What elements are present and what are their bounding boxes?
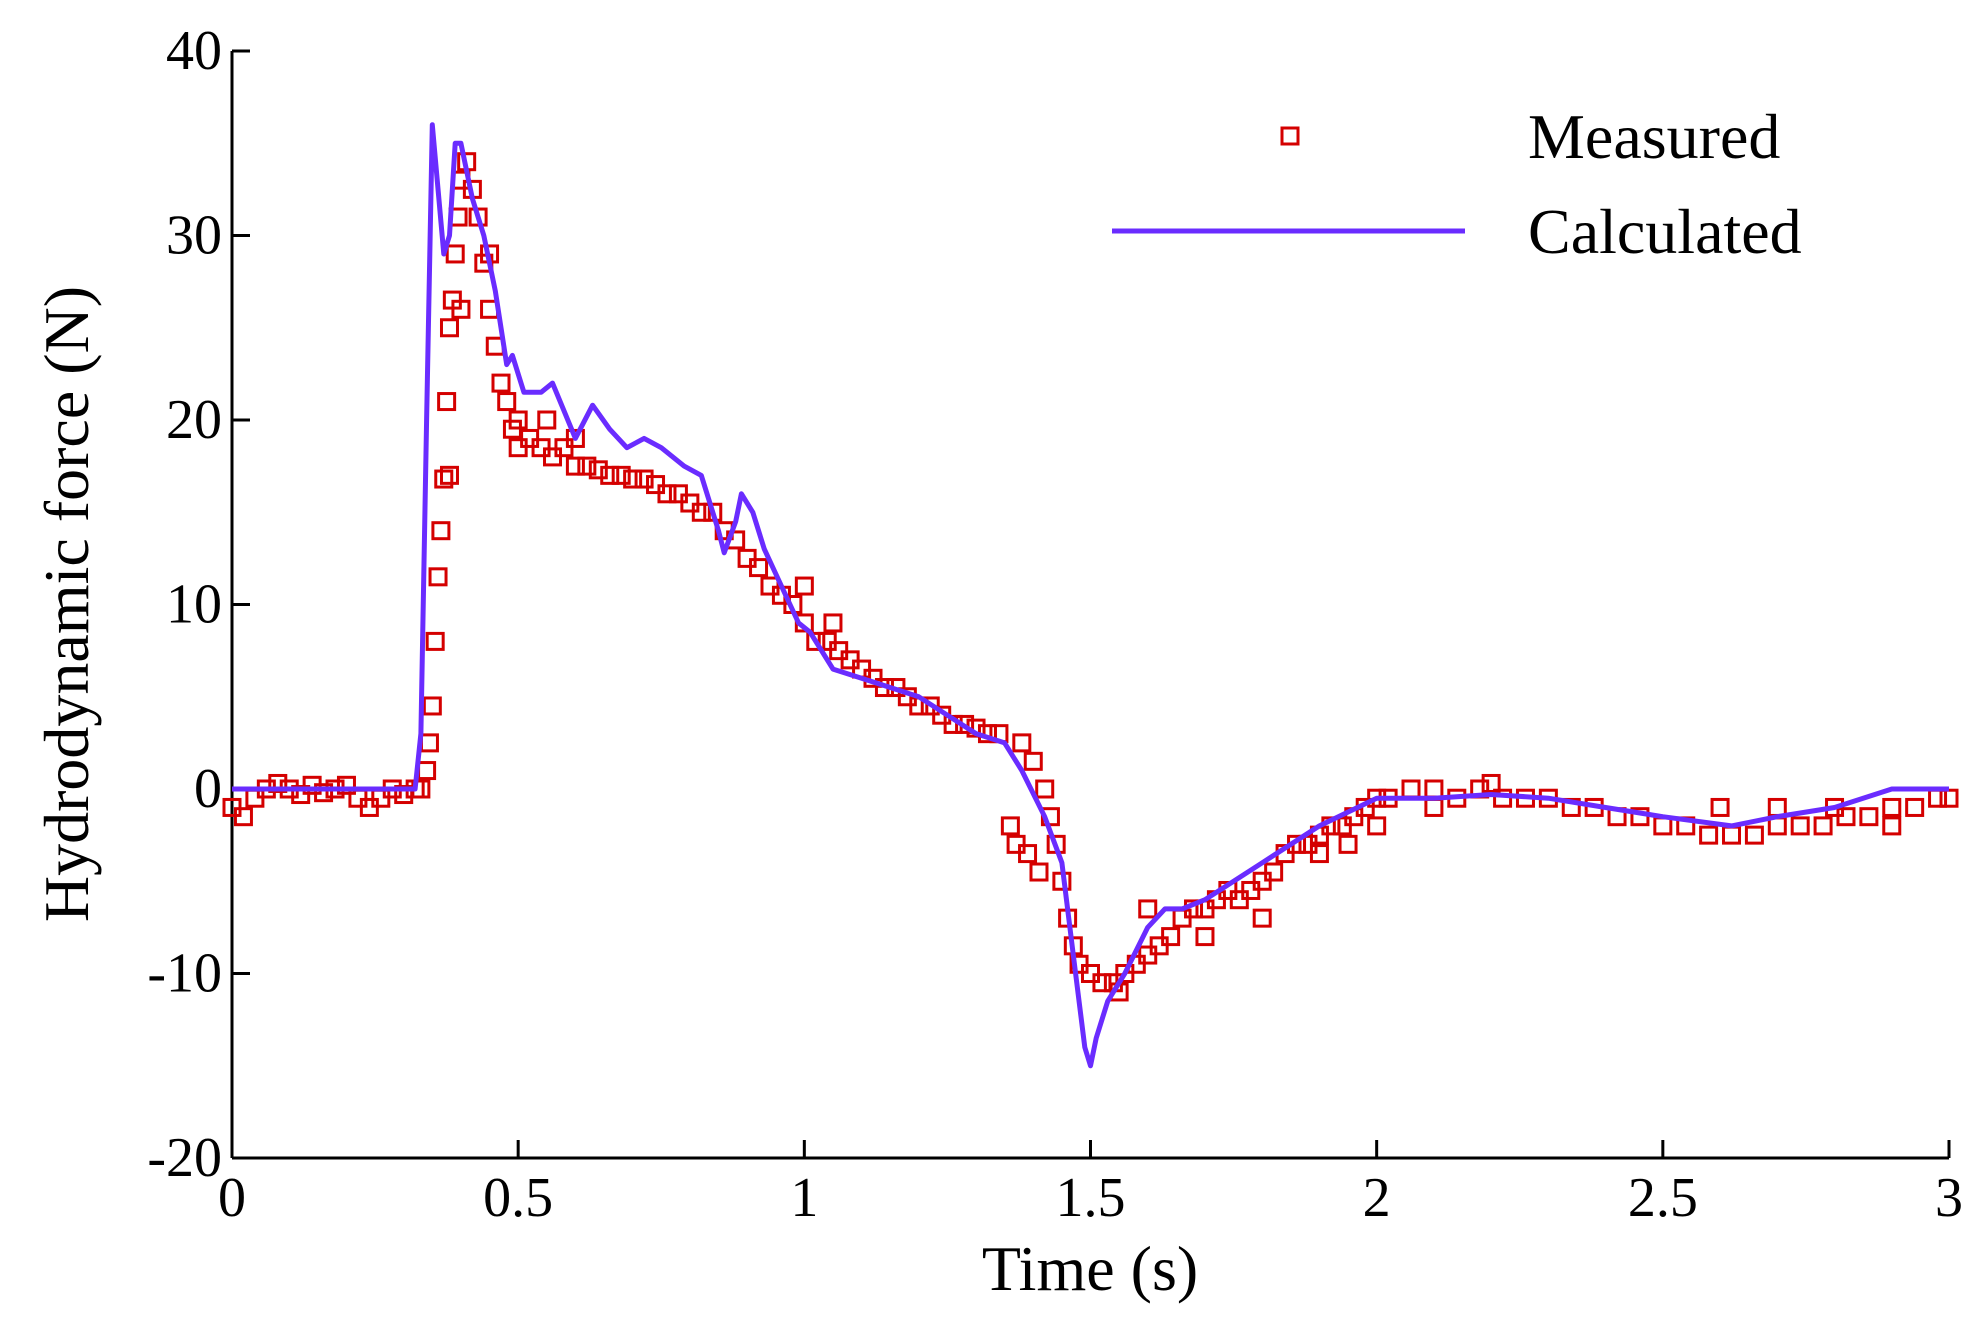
data-point bbox=[611, 465, 631, 485]
data-point bbox=[419, 733, 439, 753]
data-point bbox=[1767, 797, 1787, 817]
data-point bbox=[565, 428, 585, 448]
y-tick-label: 40 bbox=[166, 20, 222, 82]
y-tick-label: -10 bbox=[147, 943, 222, 1005]
data-point bbox=[1367, 816, 1387, 836]
data-point bbox=[1882, 816, 1902, 836]
data-point bbox=[1790, 816, 1810, 836]
x-tick-label: 1.5 bbox=[1056, 1167, 1126, 1229]
data-point bbox=[1018, 844, 1038, 864]
data-point bbox=[1905, 797, 1925, 817]
data-point bbox=[336, 775, 356, 795]
data-point bbox=[823, 613, 843, 633]
data-point bbox=[1138, 899, 1158, 919]
data-point bbox=[1012, 733, 1032, 753]
data-point bbox=[1481, 773, 1501, 793]
x-tick-label: 2 bbox=[1363, 1167, 1391, 1229]
data-point bbox=[434, 469, 454, 489]
x-tick-label: 2.5 bbox=[1628, 1167, 1698, 1229]
data-point bbox=[1744, 825, 1764, 845]
data-point bbox=[1928, 788, 1948, 808]
data-point bbox=[657, 484, 677, 504]
data-point bbox=[439, 318, 459, 338]
data-point bbox=[1722, 825, 1742, 845]
data-point bbox=[1710, 797, 1730, 817]
data-point bbox=[445, 244, 465, 264]
y-axis-label: Hydrodynamic force (N) bbox=[31, 286, 102, 922]
data-point bbox=[634, 469, 654, 489]
data-point bbox=[425, 631, 445, 651]
y-tick-label: 20 bbox=[166, 389, 222, 451]
data-point bbox=[588, 460, 608, 480]
x-tick-label: 0.5 bbox=[483, 1167, 553, 1229]
x-tick-label: 1 bbox=[790, 1167, 818, 1229]
data-point bbox=[417, 761, 437, 781]
data-point bbox=[1338, 834, 1358, 854]
legend-marker bbox=[1280, 126, 1300, 146]
data-point bbox=[1859, 807, 1879, 827]
data-point bbox=[577, 456, 597, 476]
x-tick-label: 3 bbox=[1935, 1167, 1963, 1229]
legend-label: Calculated bbox=[1528, 196, 1802, 267]
data-point bbox=[691, 502, 711, 522]
data-point bbox=[1939, 788, 1959, 808]
data-point bbox=[1264, 862, 1284, 882]
data-point bbox=[1309, 844, 1329, 864]
y-tick-label: -20 bbox=[147, 1127, 222, 1189]
data-point bbox=[565, 456, 585, 476]
data-point bbox=[1401, 779, 1421, 799]
data-point bbox=[1035, 779, 1055, 799]
data-point bbox=[451, 299, 471, 319]
data-point bbox=[1699, 825, 1719, 845]
data-point bbox=[1029, 862, 1049, 882]
data-point bbox=[1882, 797, 1902, 817]
x-tick-label: 0 bbox=[218, 1167, 246, 1229]
data-point bbox=[1023, 751, 1043, 771]
data-point bbox=[623, 469, 643, 489]
data-point bbox=[439, 465, 459, 485]
x-axis-label: Time (s) bbox=[982, 1233, 1198, 1304]
data-point bbox=[497, 392, 517, 412]
data-point bbox=[1424, 779, 1444, 799]
data-point bbox=[437, 392, 457, 412]
data-point bbox=[806, 631, 826, 651]
data-point bbox=[1252, 908, 1272, 928]
data-point bbox=[1424, 797, 1444, 817]
data-point bbox=[508, 410, 528, 430]
y-tick-label: 10 bbox=[166, 574, 222, 636]
y-tick-label: 0 bbox=[194, 758, 222, 820]
data-point bbox=[537, 410, 557, 430]
data-point bbox=[422, 696, 442, 716]
data-point bbox=[749, 558, 769, 578]
data-point bbox=[314, 783, 334, 803]
data-point bbox=[1813, 816, 1833, 836]
data-point bbox=[794, 576, 814, 596]
data-point bbox=[955, 714, 975, 734]
data-point bbox=[233, 807, 253, 827]
data-point bbox=[428, 567, 448, 587]
data-line bbox=[232, 122, 1949, 1069]
y-tick-label: 30 bbox=[166, 205, 222, 267]
data-point bbox=[1000, 816, 1020, 836]
data-point bbox=[1653, 816, 1673, 836]
legend-label: Measured bbox=[1528, 101, 1780, 172]
data-point bbox=[431, 521, 451, 541]
data-point bbox=[1195, 927, 1215, 947]
data-point bbox=[600, 465, 620, 485]
data-point bbox=[491, 373, 511, 393]
data-point bbox=[1161, 927, 1181, 947]
